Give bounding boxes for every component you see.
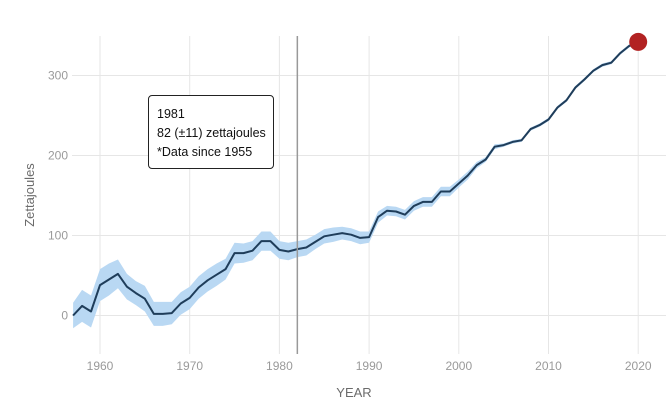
data-point-1967 xyxy=(162,313,164,315)
tooltip-year: 1981 xyxy=(157,107,185,121)
data-point-1960 xyxy=(99,284,101,286)
data-point-1981 xyxy=(287,251,289,253)
x-tick-label-1990: 1990 xyxy=(356,359,383,373)
data-point-1958 xyxy=(81,305,83,307)
data-point-1979 xyxy=(269,240,271,242)
data-point-1989 xyxy=(359,237,361,239)
data-point-2005 xyxy=(503,144,505,146)
y-tick-label-0: 0 xyxy=(61,309,68,323)
data-point-1977 xyxy=(251,250,253,252)
data-point-1983 xyxy=(305,247,307,249)
x-axis-title: YEAR xyxy=(336,385,371,400)
tick-label-layer: 0 100 200 300 1960 1970 1980 1990 2000 2010 2020 xyxy=(48,69,652,374)
data-point-2004 xyxy=(494,146,496,148)
data-point-2017 xyxy=(610,62,612,64)
y-tick-label-300: 300 xyxy=(48,69,68,83)
data-point-1964 xyxy=(135,292,137,294)
data-point-1984 xyxy=(314,241,316,243)
data-point-1973 xyxy=(216,274,218,276)
data-point-1968 xyxy=(171,312,173,314)
data-point-1986 xyxy=(332,234,334,236)
data-point-1974 xyxy=(225,268,227,270)
data-point-1965 xyxy=(144,298,146,300)
data-point-2008 xyxy=(530,128,532,130)
y-tick-label-200: 200 xyxy=(48,149,68,163)
data-point-1963 xyxy=(126,286,128,288)
latest-value-marker xyxy=(629,32,648,51)
data-point-2018 xyxy=(619,52,621,54)
data-point-1987 xyxy=(341,232,343,234)
data-point-1962 xyxy=(117,273,119,275)
data-point-2013 xyxy=(574,87,576,89)
data-point-2006 xyxy=(512,141,514,143)
data-point-2011 xyxy=(556,107,558,109)
data-point-1970 xyxy=(189,297,191,299)
x-tick-label-1980: 1980 xyxy=(266,359,293,373)
data-point-1991 xyxy=(377,216,379,218)
data-point-1980 xyxy=(278,249,280,251)
data-point-2009 xyxy=(539,124,541,126)
data-point-2010 xyxy=(548,119,550,121)
series-line-layer xyxy=(72,40,639,317)
data-point-1971 xyxy=(198,287,200,289)
uncertainty-band-layer xyxy=(73,40,639,329)
data-point-1992 xyxy=(386,210,388,212)
data-point-1988 xyxy=(350,234,352,236)
data-point-1993 xyxy=(395,211,397,213)
data-point-2002 xyxy=(476,164,478,166)
data-point-1966 xyxy=(153,313,155,315)
y-tick-label-100: 100 xyxy=(48,229,68,243)
x-tick-label-2000: 2000 xyxy=(445,359,472,373)
data-point-1998 xyxy=(440,191,442,193)
data-point-1995 xyxy=(413,205,415,207)
data-point-1999 xyxy=(449,191,451,193)
x-tick-label-1970: 1970 xyxy=(176,359,203,373)
tooltip-note: *Data since 1955 xyxy=(157,145,253,159)
data-point-1969 xyxy=(180,303,182,305)
data-point-2015 xyxy=(592,70,594,72)
data-point-1976 xyxy=(243,252,245,254)
data-point-1985 xyxy=(323,235,325,237)
tooltip: 1981 82 (±11) zettajoules *Data since 19… xyxy=(148,95,274,169)
data-point-1972 xyxy=(207,279,209,281)
data-point-2014 xyxy=(583,79,585,81)
data-point-1975 xyxy=(234,252,236,254)
data-point-1959 xyxy=(90,311,92,313)
tooltip-value: 82 (±11) zettajoules xyxy=(157,126,266,140)
data-point-2003 xyxy=(485,159,487,161)
data-point-1957 xyxy=(72,315,74,317)
data-point-1997 xyxy=(431,201,433,203)
data-point-1996 xyxy=(422,201,424,203)
data-point-2016 xyxy=(601,64,603,66)
x-tick-label-2010: 2010 xyxy=(535,359,562,373)
data-point-2012 xyxy=(565,99,567,101)
data-point-1978 xyxy=(260,240,262,242)
data-point-2001 xyxy=(467,175,469,177)
data-point-2000 xyxy=(458,183,460,185)
series-line xyxy=(72,40,639,317)
data-point-1990 xyxy=(368,236,370,238)
data-point-2007 xyxy=(521,139,523,141)
x-tick-label-1960: 1960 xyxy=(87,359,114,373)
x-tick-label-2020: 2020 xyxy=(625,359,652,373)
data-point-1994 xyxy=(404,214,406,216)
y-axis-title: Zettajoules xyxy=(22,163,37,227)
data-point-1961 xyxy=(108,279,110,281)
uncertainty-band xyxy=(73,40,639,329)
endpoint-layer xyxy=(629,32,648,51)
